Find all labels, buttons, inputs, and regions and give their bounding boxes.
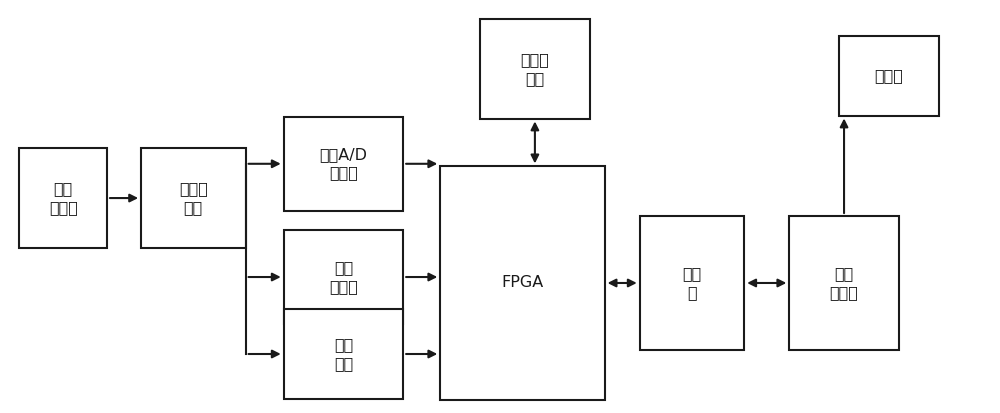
Bar bbox=[640, 216, 744, 350]
Text: 以太
网芯片: 以太 网芯片 bbox=[830, 266, 858, 300]
Text: FPGA: FPGA bbox=[501, 275, 544, 290]
Text: 高速A/D
转换器: 高速A/D 转换器 bbox=[319, 147, 367, 180]
Text: 时钟
解码: 时钟 解码 bbox=[334, 337, 353, 371]
Bar bbox=[141, 148, 246, 248]
Bar bbox=[284, 116, 403, 211]
Text: 高速
比较器: 高速 比较器 bbox=[329, 260, 358, 294]
Text: 信号调
理器: 信号调 理器 bbox=[179, 181, 208, 215]
Bar bbox=[284, 230, 403, 324]
Text: 上位机: 上位机 bbox=[874, 69, 903, 83]
Bar bbox=[480, 19, 590, 119]
Bar bbox=[19, 148, 107, 248]
Text: 处理
器: 处理 器 bbox=[682, 266, 702, 300]
Bar bbox=[284, 309, 403, 399]
Bar bbox=[440, 166, 605, 400]
Text: 动态存
储器: 动态存 储器 bbox=[520, 52, 549, 86]
Text: 电流
传感器: 电流 传感器 bbox=[49, 181, 78, 215]
Bar bbox=[839, 36, 939, 116]
Bar bbox=[789, 216, 899, 350]
